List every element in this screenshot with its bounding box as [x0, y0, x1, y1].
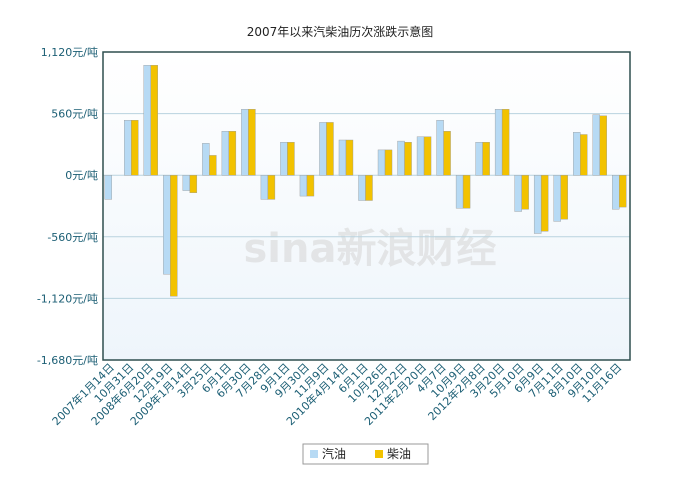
bar	[248, 108, 256, 176]
bar	[514, 174, 522, 212]
bar	[365, 174, 373, 201]
bar	[209, 155, 217, 176]
bar	[482, 141, 490, 176]
bar	[612, 174, 620, 210]
bar	[241, 108, 249, 176]
bar	[501, 108, 510, 176]
bar	[573, 132, 581, 176]
watermark: sina新浪财经	[244, 226, 497, 272]
bar	[338, 139, 347, 176]
bar	[287, 141, 295, 176]
bar	[326, 122, 334, 176]
bar	[228, 130, 237, 176]
bar	[163, 174, 171, 275]
bar	[533, 174, 542, 234]
bar	[553, 174, 561, 222]
bar	[221, 130, 230, 176]
bar	[592, 114, 600, 176]
bar	[143, 64, 151, 176]
bar	[299, 174, 308, 197]
legend-label: 柴油	[387, 447, 411, 461]
bar	[124, 119, 132, 176]
bar	[580, 134, 588, 176]
bar	[521, 174, 529, 210]
plot-area	[103, 52, 630, 360]
bar	[416, 136, 425, 176]
bar	[131, 119, 139, 176]
bar	[455, 174, 464, 209]
bar	[170, 174, 178, 297]
bar	[358, 174, 366, 201]
bar	[436, 119, 444, 176]
bar	[182, 174, 191, 191]
bar	[267, 174, 276, 200]
y-tick-label: 0元/吨	[65, 169, 98, 182]
bar	[462, 174, 471, 209]
legend-swatch	[310, 450, 318, 458]
bar	[384, 149, 393, 176]
bar	[560, 174, 568, 220]
legend	[302, 443, 429, 465]
bar	[494, 108, 503, 176]
bar	[599, 115, 607, 176]
bar	[540, 174, 549, 232]
plot-border	[102, 51, 631, 361]
legend-swatch	[375, 450, 383, 458]
bar	[443, 130, 451, 176]
bar	[280, 141, 288, 176]
y-tick-label: -1,680元/吨	[37, 354, 98, 367]
bar	[150, 64, 158, 176]
bar	[475, 141, 483, 176]
y-tick-label: 560元/吨	[51, 108, 98, 121]
y-tick-label: 1,120元/吨	[41, 46, 98, 59]
bar	[306, 174, 315, 197]
bar	[619, 174, 627, 208]
bar	[345, 139, 354, 176]
legend-label: 汽油	[322, 446, 346, 461]
y-tick-label: -560元/吨	[47, 231, 98, 244]
bar	[202, 143, 210, 176]
bar	[189, 174, 198, 193]
bar	[319, 122, 327, 176]
y-tick-label: -1,120元/吨	[37, 292, 98, 305]
bar	[260, 174, 269, 200]
bar	[404, 141, 412, 176]
bar	[397, 140, 405, 176]
bar	[423, 136, 432, 176]
bar	[104, 174, 112, 200]
chart-title: 2007年以来汽柴油历次涨跌示意图	[247, 24, 434, 39]
bar	[377, 149, 386, 176]
